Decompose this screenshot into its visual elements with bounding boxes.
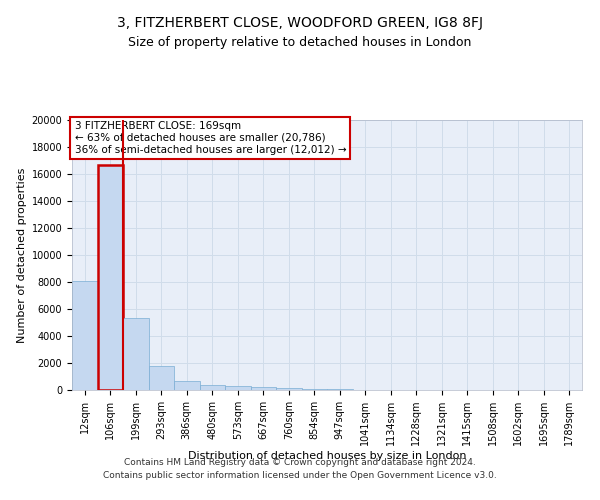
Text: 3 FITZHERBERT CLOSE: 169sqm
← 63% of detached houses are smaller (20,786)
36% of: 3 FITZHERBERT CLOSE: 169sqm ← 63% of det… [74,122,346,154]
Text: Contains HM Land Registry data © Crown copyright and database right 2024.: Contains HM Land Registry data © Crown c… [124,458,476,467]
Bar [302,388,327,390]
Bar [225,386,251,390]
Bar [123,318,149,390]
Bar [97,164,123,390]
Bar [149,366,174,390]
Text: 3, FITZHERBERT CLOSE, WOODFORD GREEN, IG8 8FJ: 3, FITZHERBERT CLOSE, WOODFORD GREEN, IG… [117,16,483,30]
Bar [199,386,225,390]
Bar [251,387,276,390]
Bar [174,381,199,390]
Y-axis label: Number of detached properties: Number of detached properties [17,168,28,342]
Text: Contains public sector information licensed under the Open Government Licence v3: Contains public sector information licen… [103,472,497,480]
Bar [72,280,97,390]
X-axis label: Distribution of detached houses by size in London: Distribution of detached houses by size … [188,451,466,461]
Text: Size of property relative to detached houses in London: Size of property relative to detached ho… [128,36,472,49]
Bar [276,388,302,390]
Bar [327,389,353,390]
